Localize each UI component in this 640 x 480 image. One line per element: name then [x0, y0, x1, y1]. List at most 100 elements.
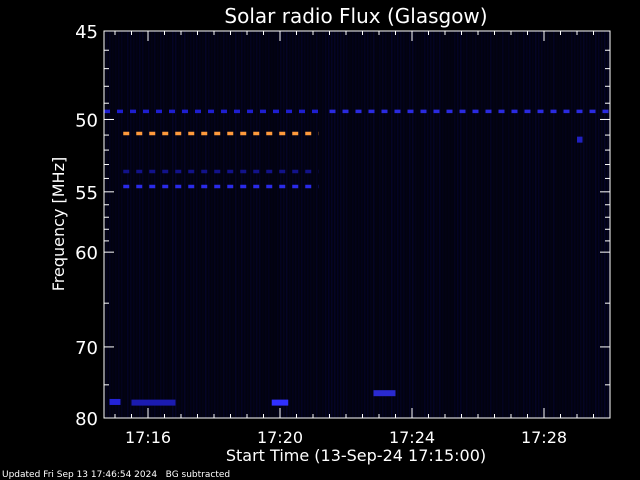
noise-stripe	[451, 31, 453, 418]
noise-stripe	[490, 31, 492, 418]
noise-stripe	[592, 31, 594, 418]
noise-stripe	[547, 31, 549, 418]
noise-stripe	[247, 31, 249, 418]
noise-stripe	[535, 31, 537, 418]
noise-stripe	[379, 31, 381, 418]
noise-stripe	[412, 31, 414, 418]
noise-stripe	[514, 31, 516, 418]
noise-stripe	[361, 31, 363, 418]
noise-stripe	[565, 31, 567, 418]
noise-stripe	[154, 31, 156, 418]
noise-stripe	[607, 31, 609, 418]
noise-stripe	[301, 31, 303, 418]
noise-stripe	[571, 31, 573, 418]
noise-stripe	[115, 31, 117, 418]
noise-stripe	[418, 31, 420, 418]
noise-stripe	[283, 31, 285, 418]
noise-stripe	[253, 31, 255, 418]
y-tick-label: 80	[75, 409, 98, 430]
noise-stripe	[586, 31, 588, 418]
noise-stripe	[493, 31, 495, 418]
noise-stripe	[130, 31, 132, 418]
y-tick-label: 50	[75, 110, 98, 131]
noise-stripe	[304, 31, 306, 418]
burst-blob	[109, 398, 121, 405]
noise-stripe	[544, 31, 546, 418]
noise-stripe	[562, 31, 564, 418]
noise-stripe	[169, 31, 171, 418]
noise-stripe	[364, 31, 366, 418]
noise-stripe	[112, 31, 114, 418]
noise-stripe	[421, 31, 423, 418]
noise-stripe	[442, 31, 444, 418]
noise-stripe	[346, 31, 348, 418]
noise-stripe	[469, 31, 471, 418]
noise-stripe	[337, 31, 339, 418]
noise-stripe	[433, 31, 435, 418]
noise-stripe	[157, 31, 159, 418]
noise-stripe	[238, 31, 240, 418]
noise-stripe	[373, 31, 375, 418]
noise-stripe	[307, 31, 309, 418]
noise-stripe	[406, 31, 408, 418]
noise-stripe	[598, 31, 600, 418]
y-tick-label: 45	[75, 22, 98, 43]
noise-stripe	[145, 31, 147, 418]
noise-stripe	[454, 31, 456, 418]
noise-stripe	[325, 31, 327, 418]
noise-stripe	[559, 31, 561, 418]
noise-stripe	[403, 31, 405, 418]
noise-stripe	[241, 31, 243, 418]
noise-stripe	[523, 31, 525, 418]
noise-stripe	[136, 31, 138, 418]
noise-stripe	[457, 31, 459, 418]
noise-stripe	[268, 31, 270, 418]
noise-stripe	[466, 31, 468, 418]
noise-stripe	[124, 31, 126, 418]
noise-stripe	[529, 31, 531, 418]
noise-stripe	[445, 31, 447, 418]
noise-stripe	[223, 31, 225, 418]
noise-stripe	[502, 31, 504, 418]
noise-stripe	[430, 31, 432, 418]
noise-stripe	[460, 31, 462, 418]
noise-stripe	[175, 31, 177, 418]
noise-stripe	[358, 31, 360, 418]
noise-stripe	[427, 31, 429, 418]
noise-stripe	[202, 31, 204, 418]
noise-stripe	[199, 31, 201, 418]
noise-stripe	[184, 31, 186, 418]
noise-stripe	[160, 31, 162, 418]
noise-stripe	[187, 31, 189, 418]
x-tick-label: 17:16	[125, 428, 171, 447]
noise-stripe	[541, 31, 543, 418]
noise-stripe	[280, 31, 282, 418]
noise-stripe	[121, 31, 123, 418]
noise-stripe	[382, 31, 384, 418]
noise-stripe	[250, 31, 252, 418]
noise-stripe	[181, 31, 183, 418]
x-tick-label: 17:20	[257, 428, 303, 447]
noise-stripe	[505, 31, 507, 418]
noise-stripe	[532, 31, 534, 418]
noise-stripe	[208, 31, 210, 418]
noise-stripe	[118, 31, 120, 418]
noise-stripe	[313, 31, 315, 418]
x-tick-label: 17:28	[521, 428, 567, 447]
noise-stripe	[196, 31, 198, 418]
noise-stripe	[178, 31, 180, 418]
noise-stripe	[550, 31, 552, 418]
noise-stripe	[556, 31, 558, 418]
spectrogram-features	[104, 109, 610, 406]
noise-stripe	[481, 31, 483, 418]
noise-stripe	[109, 31, 111, 418]
noise-stripe	[232, 31, 234, 418]
noise-stripe	[289, 31, 291, 418]
noise-stripe	[298, 31, 300, 418]
noise-stripe	[262, 31, 264, 418]
noise-stripe	[340, 31, 342, 418]
noise-stripe	[226, 31, 228, 418]
noise-stripe	[520, 31, 522, 418]
noise-stripe	[127, 31, 129, 418]
